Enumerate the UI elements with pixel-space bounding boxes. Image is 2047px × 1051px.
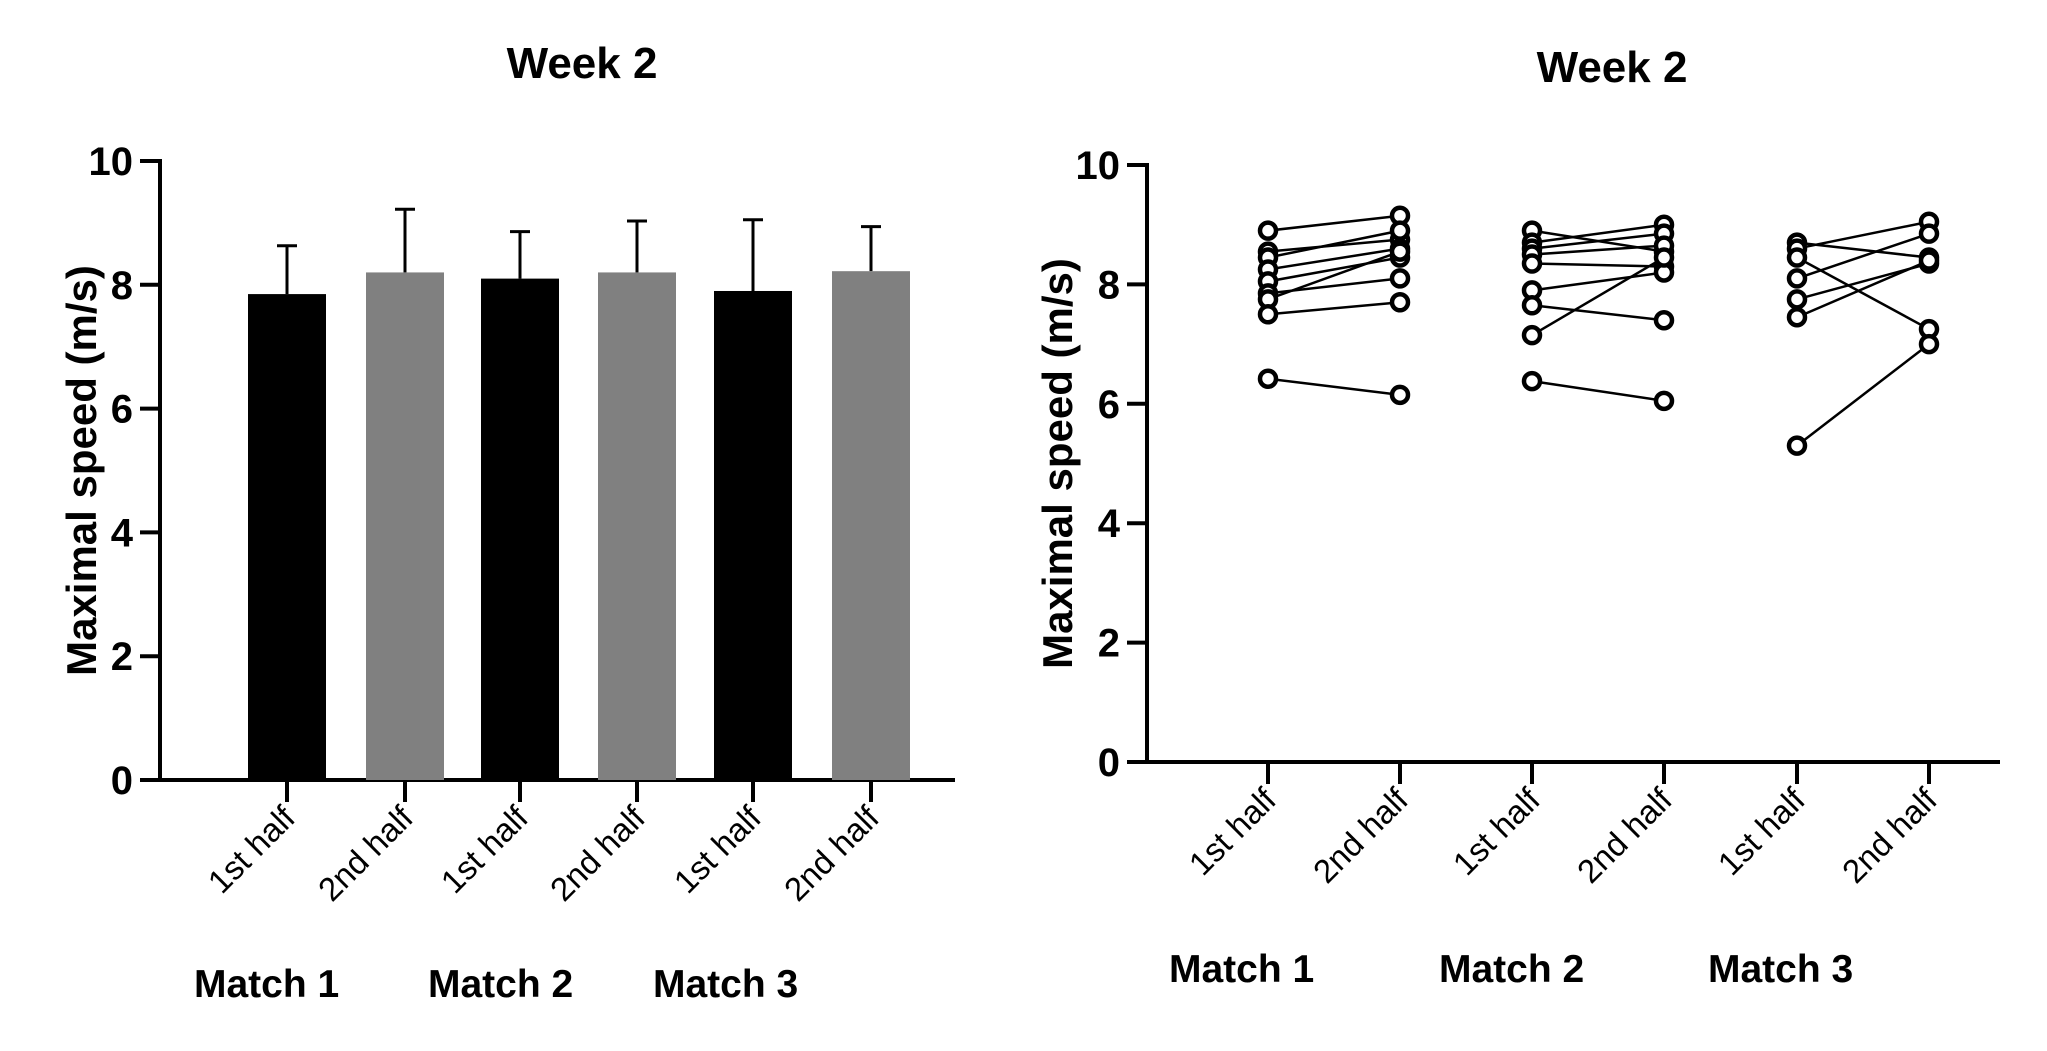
paired-line <box>1531 256 1665 337</box>
bar-x-tick-label: 1st half <box>667 798 769 900</box>
bar-y-tick-label: 6 <box>111 388 133 432</box>
paired-line <box>1531 262 1665 268</box>
bar <box>598 272 676 780</box>
paired-line <box>1796 232 1930 280</box>
bar-y-tick-label: 10 <box>89 140 134 184</box>
bar <box>714 290 792 780</box>
bar <box>366 272 444 780</box>
data-point-first-half <box>1786 306 1808 328</box>
bar-chart-panel: Week 2 Maximal speed (m/s) 0 2 4 6 8 10 1st half… <box>58 39 955 1006</box>
data-point-first-half <box>1786 289 1808 310</box>
data-point-second-half <box>1389 268 1411 289</box>
bar-group-label: Match 2 <box>428 963 573 1006</box>
bar-x-tick-label: 1st half <box>434 798 536 900</box>
scatter-group-label: Match 1 <box>1169 948 1314 991</box>
scatter-x-tick-label: 1st half <box>1711 780 1813 882</box>
data-point-first-half <box>1521 324 1543 346</box>
scatter-x-tick-label: 1st half <box>1446 780 1548 882</box>
scatter-y-tick-label: 6 <box>1098 383 1120 427</box>
data-point-second-half <box>1653 309 1675 331</box>
scatter-group-label: Match 3 <box>1708 948 1853 991</box>
data-point-first-half <box>1257 304 1279 325</box>
scatter-y-tick-label: 4 <box>1098 502 1121 546</box>
bar <box>481 278 559 780</box>
paired-line <box>1531 244 1665 256</box>
bar-chart-title: Week 2 <box>507 39 658 88</box>
scatter-x-tick-label: 2nd half <box>1570 780 1680 890</box>
scatter-x-tick-label: 2nd half <box>1835 780 1945 890</box>
paired-line <box>1267 229 1401 259</box>
data-point-first-half <box>1786 247 1808 268</box>
data-point-first-half <box>1521 370 1543 392</box>
data-point-second-half <box>1653 247 1675 268</box>
scatter-group-label: Match 2 <box>1439 948 1584 991</box>
data-point-second-half <box>1389 220 1411 241</box>
paired-line <box>1267 250 1401 301</box>
bar-x-tick-label: 2nd half <box>777 798 887 908</box>
bar-y-axis-label: Maximal speed (m/s) <box>58 265 105 676</box>
bar-y-tick-label: 4 <box>111 511 134 555</box>
bar-y-tick-label: 2 <box>111 635 133 679</box>
data-point-first-half <box>1521 253 1543 274</box>
paired-line <box>1267 214 1401 232</box>
scatter-x-tick-label: 1st half <box>1182 780 1284 882</box>
bar-y-tick-label: 0 <box>111 759 133 803</box>
scatter-y-tick-label: 2 <box>1098 622 1120 666</box>
bar-group-label: Match 3 <box>653 963 798 1006</box>
bar <box>248 294 326 780</box>
paired-line <box>1796 343 1930 447</box>
scatter-y-tick-label: 8 <box>1098 263 1120 307</box>
data-point-second-half <box>1918 250 1940 271</box>
data-point-second-half <box>1918 333 1940 355</box>
scatter-x-tick-label: 2nd half <box>1306 780 1416 890</box>
bar-x-tick-label: 2nd half <box>311 798 421 908</box>
data-point-second-half <box>1918 223 1940 244</box>
paired-line <box>1267 256 1401 283</box>
data-point-second-half <box>1653 390 1675 412</box>
scatter-chart-title: Week 2 <box>1537 43 1688 92</box>
bar <box>832 271 910 780</box>
paired-line <box>1267 301 1401 316</box>
paired-line <box>1531 304 1665 322</box>
bar-group-label: Match 1 <box>194 963 339 1006</box>
paired-line <box>1267 247 1401 271</box>
paired-line <box>1796 220 1930 250</box>
paired-line <box>1531 271 1665 292</box>
data-point-first-half <box>1257 220 1279 241</box>
paired-line <box>1796 256 1930 331</box>
bar-y-tick-label: 8 <box>111 264 133 308</box>
paired-line <box>1796 259 1930 319</box>
data-point-second-half <box>1389 384 1411 406</box>
paired-line <box>1531 223 1665 244</box>
bar-x-tick-label: 2nd half <box>543 798 653 908</box>
bar-x-tick-label: 1st half <box>201 798 303 900</box>
data-point-first-half <box>1257 368 1279 389</box>
data-point-first-half <box>1521 295 1543 316</box>
paired-line <box>1267 377 1401 397</box>
data-point-first-half <box>1786 435 1808 456</box>
paired-line <box>1531 379 1665 403</box>
data-point-first-half <box>1786 268 1808 289</box>
data-point-second-half <box>1389 292 1411 313</box>
data-point-second-half <box>1389 241 1411 262</box>
paired-line <box>1267 238 1401 253</box>
scatter-y-tick-label: 0 <box>1098 741 1120 785</box>
paired-scatter-panel: Week 2 Maximal speed (m/s) 0 2 4 6 8 10 1st half… <box>1034 43 2000 991</box>
scatter-y-tick-label: 10 <box>1076 144 1121 188</box>
paired-line <box>1531 232 1665 250</box>
scatter-y-axis-label: Maximal speed (m/s) <box>1034 258 1081 669</box>
